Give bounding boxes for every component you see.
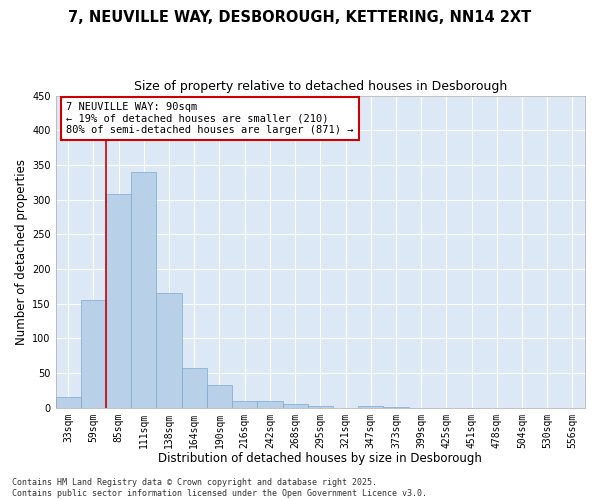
Bar [308, 406, 333, 408]
X-axis label: Distribution of detached houses by size in Desborough: Distribution of detached houses by size … [158, 452, 482, 465]
Bar [182, 368, 207, 408]
Text: Contains HM Land Registry data © Crown copyright and database right 2025.
Contai: Contains HM Land Registry data © Crown c… [12, 478, 427, 498]
Y-axis label: Number of detached properties: Number of detached properties [15, 158, 28, 344]
Bar [131, 172, 157, 408]
Text: 7, NEUVILLE WAY, DESBOROUGH, KETTERING, NN14 2XT: 7, NEUVILLE WAY, DESBOROUGH, KETTERING, … [68, 10, 532, 25]
Bar [383, 407, 409, 408]
Bar [358, 406, 383, 408]
Bar [157, 294, 182, 408]
Bar [257, 401, 283, 407]
Bar [81, 300, 106, 408]
Bar [232, 401, 257, 407]
Bar [56, 398, 81, 407]
Bar [106, 194, 131, 408]
Bar [283, 404, 308, 407]
Bar [207, 385, 232, 407]
Title: Size of property relative to detached houses in Desborough: Size of property relative to detached ho… [134, 80, 507, 93]
Text: 7 NEUVILLE WAY: 90sqm
← 19% of detached houses are smaller (210)
80% of semi-det: 7 NEUVILLE WAY: 90sqm ← 19% of detached … [66, 102, 354, 135]
